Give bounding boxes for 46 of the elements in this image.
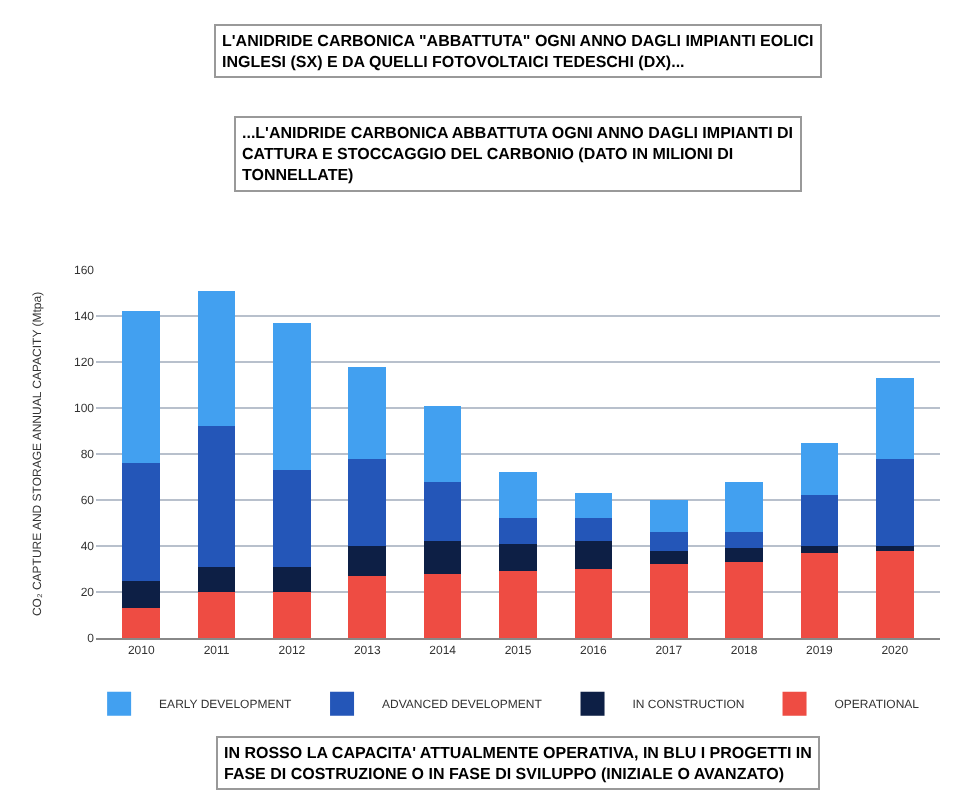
- bar: [499, 571, 537, 638]
- bar: [273, 566, 311, 592]
- bar: [499, 518, 537, 544]
- bar: [499, 472, 537, 519]
- bar: [122, 608, 161, 638]
- bar: [875, 378, 914, 459]
- bar: [122, 311, 161, 464]
- bar: [197, 426, 236, 567]
- bar: [649, 500, 688, 533]
- bar: [875, 458, 914, 546]
- bar: [800, 546, 839, 553]
- bar: [574, 493, 613, 519]
- bar: [273, 592, 311, 638]
- bar: [574, 541, 613, 569]
- bar: [348, 575, 387, 638]
- bar: [574, 569, 613, 638]
- bar: [423, 541, 462, 574]
- bar: [800, 552, 839, 638]
- bar: [725, 562, 763, 638]
- bar: [273, 322, 311, 471]
- bar: [197, 290, 236, 427]
- bar: [725, 481, 763, 533]
- bar: [122, 580, 161, 609]
- bar: [574, 518, 613, 542]
- bar: [348, 546, 387, 576]
- bar: [725, 532, 763, 549]
- bar: [875, 550, 914, 638]
- bar: [122, 463, 161, 581]
- bar: [423, 405, 462, 482]
- bar: [423, 573, 462, 638]
- bar: [499, 543, 537, 572]
- bar: [649, 550, 688, 565]
- text: ...L'ANIDRIDE CARBONICA ABBATTUTA OGNI ANNO DAGLI IMPIANTI DI CATTURA E STOCCAGGIO DEL CARBONIO (DATO IN MILIONI DI TONNELLATE): [242, 124, 794, 184]
- bar: [423, 481, 462, 542]
- bar: [800, 495, 839, 546]
- bar: [348, 366, 387, 459]
- bar: [273, 470, 311, 567]
- text: L'ANIDRIDE CARBONICA "ABBATTUTA" OGNI ANNO DAGLI IMPIANTI EOLICI INGLESI (SX) E DA QUELLI FOTOVOLTAICI TEDESCHI (DX)...: [222, 32, 814, 71]
- bar: [197, 592, 236, 638]
- bar: [725, 548, 763, 563]
- bar: [649, 532, 688, 551]
- bar: [197, 566, 236, 592]
- text: IN ROSSO LA CAPACITA' ATTUALMENTE OPERATIVA, IN BLU I PROGETTI IN FASE DI COSTRUZIONE O IN FASE DI SVILUPPO (INIZIALE O AVANZATO): [224, 744, 813, 783]
- bar: [800, 442, 839, 496]
- bar: [348, 458, 387, 546]
- bar: [649, 564, 688, 638]
